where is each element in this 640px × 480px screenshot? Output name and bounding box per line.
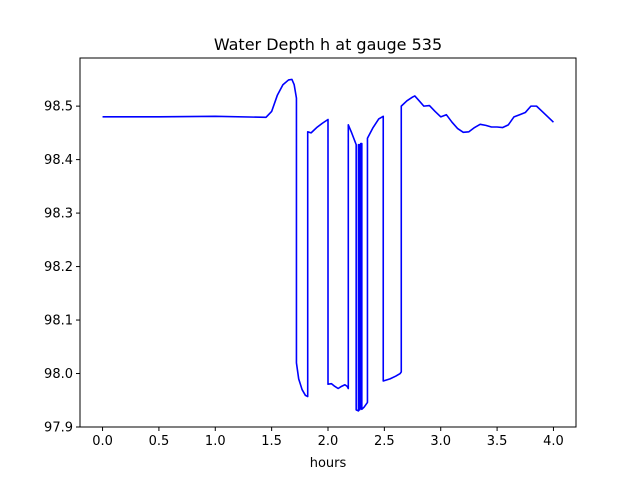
plot-area bbox=[102, 78, 555, 412]
y-tick-label: 98.0 bbox=[44, 367, 73, 382]
y-tick-label: 98.5 bbox=[44, 100, 73, 115]
y-tick-label: 98.4 bbox=[44, 153, 73, 168]
x-tick-label: 0.5 bbox=[149, 434, 170, 449]
x-tick-label: 2.5 bbox=[374, 434, 395, 449]
y-axis: 97.9 98.0 98.1 98.2 98.3 98.4 98.5 bbox=[44, 100, 80, 436]
x-tick-label: 3.5 bbox=[487, 434, 508, 449]
y-tick-label: 97.9 bbox=[44, 421, 73, 436]
x-tick-label: 3.0 bbox=[430, 434, 451, 449]
x-tick-label: 4.0 bbox=[543, 434, 564, 449]
x-tick-label: 2.0 bbox=[318, 434, 339, 449]
chart-title: Water Depth h at gauge 535 bbox=[214, 35, 442, 54]
y-tick-label: 98.3 bbox=[44, 207, 73, 222]
x-axis-label: hours bbox=[310, 456, 347, 471]
y-tick-label: 98.2 bbox=[44, 260, 73, 275]
x-axis: 0.0 0.5 1.0 1.5 2.0 2.5 3.0 3.5 4.0 bbox=[92, 427, 564, 449]
x-tick-label: 1.0 bbox=[205, 434, 226, 449]
y-tick-label: 98.1 bbox=[44, 314, 73, 329]
x-tick-label: 0.0 bbox=[92, 434, 113, 449]
x-tick-label: 1.5 bbox=[261, 434, 282, 449]
series-line-1 bbox=[102, 78, 555, 412]
